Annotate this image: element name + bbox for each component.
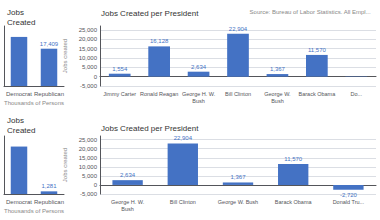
svg-text:Thousands of Persons: Thousands of Persons (4, 208, 64, 214)
svg-text:5,000: 5,000 (82, 64, 98, 70)
svg-text:20,000: 20,000 (79, 36, 98, 42)
svg-text:Jobs: Jobs (7, 116, 24, 125)
svg-text:Jobs: Jobs (7, 8, 24, 17)
svg-text:Ronald Reagan: Ronald Reagan (140, 91, 178, 97)
svg-text:25,000: 25,000 (79, 137, 98, 143)
svg-text:Bill Clinton: Bill Clinton (170, 199, 196, 205)
svg-text:15,000: 15,000 (79, 46, 98, 52)
svg-text:Jobs created: Jobs created (62, 39, 68, 73)
svg-text:10,000: 10,000 (79, 55, 98, 61)
svg-text:George W.: George W. (264, 91, 291, 97)
svg-text:15,000: 15,000 (79, 155, 98, 161)
svg-text:0: 0 (94, 182, 98, 188)
svg-text:0: 0 (94, 74, 98, 80)
svg-text:17,409: 17,409 (40, 41, 59, 47)
svg-text:Jimmy Carter: Jimmy Carter (103, 91, 136, 97)
svg-text:Jobs created: Jobs created (62, 148, 68, 182)
svg-text:-5,000: -5,000 (80, 191, 98, 197)
svg-text:1,554: 1,554 (112, 66, 128, 72)
svg-text:Republican: Republican (34, 91, 64, 97)
svg-text:22,904: 22,904 (174, 135, 193, 141)
svg-text:George W. Bush: George W. Bush (218, 199, 258, 205)
svg-text:25,000: 25,000 (79, 27, 98, 33)
svg-text:Barack Obama: Barack Obama (275, 199, 313, 205)
svg-text:1,367: 1,367 (230, 174, 246, 180)
svg-text:20,000: 20,000 (79, 146, 98, 152)
svg-text:16,128: 16,128 (150, 38, 169, 44)
svg-text:2,634: 2,634 (120, 172, 136, 178)
svg-text:Barack Obama: Barack Obama (299, 91, 337, 97)
svg-text:Jobs Created per President: Jobs Created per President (101, 124, 199, 133)
svg-text:Bush: Bush (192, 98, 205, 104)
svg-text:Bush: Bush (271, 98, 284, 104)
svg-text:Democrat: Democrat (6, 199, 32, 205)
svg-text:Thousands of Persons: Thousands of Persons (4, 100, 64, 106)
svg-text:-5,000: -5,000 (80, 83, 98, 89)
svg-text:22,904: 22,904 (229, 26, 248, 32)
svg-text:Created: Created (7, 18, 35, 27)
svg-text:1,281: 1,281 (41, 183, 57, 189)
svg-text:George H. W.: George H. W. (111, 199, 145, 205)
svg-text:Created: Created (7, 126, 35, 135)
svg-text:Republican: Republican (34, 199, 64, 205)
svg-text:11,570: 11,570 (308, 47, 327, 53)
svg-text:2,634: 2,634 (191, 64, 207, 70)
svg-text:11,570: 11,570 (284, 156, 303, 162)
svg-text:Source: Bureau of Labor Statis: Source: Bureau of Labor Statistics. All … (250, 9, 371, 15)
svg-text:Bill Clinton: Bill Clinton (225, 91, 251, 97)
svg-text:-2,720: -2,720 (340, 192, 358, 198)
svg-text:10,000: 10,000 (79, 164, 98, 170)
svg-text:Do...: Do... (350, 91, 362, 97)
svg-text:Donald Tru...: Donald Tru... (333, 199, 365, 205)
svg-text:5,000: 5,000 (82, 173, 98, 179)
svg-text:Jobs Created per President: Jobs Created per President (101, 9, 199, 18)
svg-text:Bush: Bush (121, 206, 134, 212)
svg-text:George H. W.: George H. W. (182, 91, 216, 97)
svg-text:1,367: 1,367 (270, 66, 286, 72)
svg-text:Democrat: Democrat (6, 91, 32, 97)
